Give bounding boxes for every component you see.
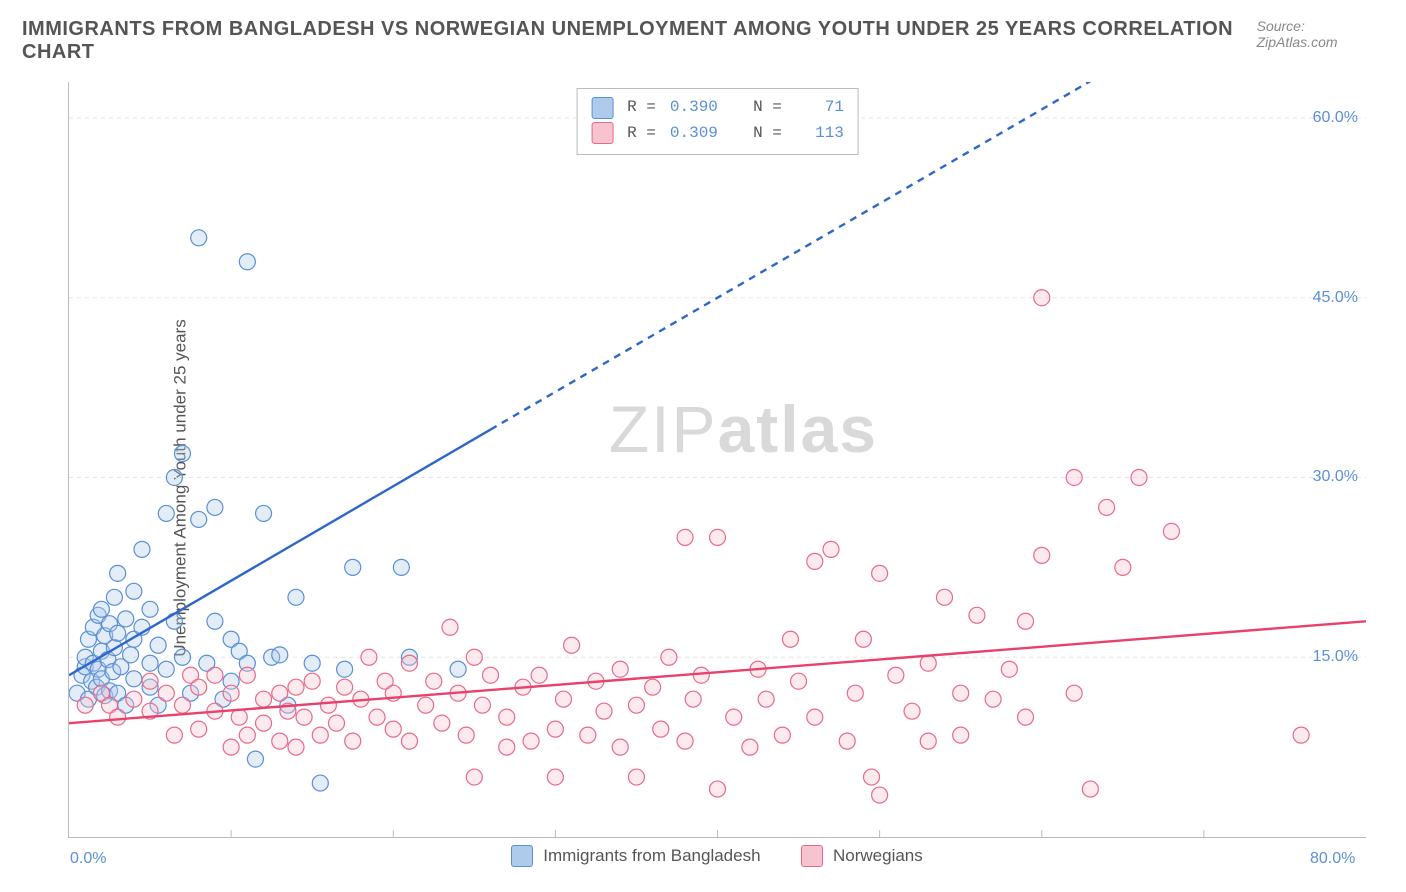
y-tick-label: 15.0%	[1313, 648, 1358, 666]
legend-item-bangladesh: Immigrants from Bangladesh	[511, 845, 760, 867]
stats-box: R = 0.390 N = 71 R = 0.309 N = 113	[576, 88, 859, 155]
stats-r-value-1: 0.390	[664, 95, 718, 121]
stats-row-series-2: R = 0.309 N = 113	[591, 121, 844, 147]
stats-r-label: R =	[627, 121, 656, 147]
header-row: IMMIGRANTS FROM BANGLADESH VS NORWEGIAN …	[22, 18, 1384, 64]
chart-title: IMMIGRANTS FROM BANGLADESH VS NORWEGIAN …	[22, 18, 1257, 64]
x-tick-label: 0.0%	[70, 850, 106, 868]
y-tick-label: 45.0%	[1313, 289, 1358, 307]
legend-label-norwegians: Norwegians	[833, 846, 923, 866]
legend-label-bangladesh: Immigrants from Bangladesh	[543, 846, 760, 866]
stats-n-value-1: 71	[790, 95, 844, 121]
stats-row-series-1: R = 0.390 N = 71	[591, 95, 844, 121]
y-tick-label: 60.0%	[1313, 109, 1358, 127]
x-tick-label: 80.0%	[1310, 850, 1355, 868]
y-tick-label: 30.0%	[1313, 468, 1358, 486]
legend-item-norwegians: Norwegians	[801, 845, 923, 867]
legend-swatch-norwegians	[801, 845, 823, 867]
source-attribution: Source: ZipAtlas.com	[1257, 18, 1384, 50]
stats-r-label: R =	[627, 95, 656, 121]
chart-wrap: Unemployment Among Youth under 25 years …	[22, 78, 1384, 892]
legend-swatch-bangladesh	[511, 845, 533, 867]
x-axis-legend: Immigrants from Bangladesh Norwegians	[68, 845, 1366, 872]
plot-area: R = 0.390 N = 71 R = 0.309 N = 113 ZIPat…	[68, 82, 1366, 838]
stats-n-label: N =	[753, 95, 782, 121]
stats-swatch-series-2	[591, 122, 613, 144]
correlation-chart-figure: IMMIGRANTS FROM BANGLADESH VS NORWEGIAN …	[0, 0, 1406, 892]
stats-n-value-2: 113	[790, 121, 844, 147]
plot-svg	[69, 82, 1366, 837]
stats-r-value-2: 0.309	[664, 121, 718, 147]
stats-n-label: N =	[753, 121, 782, 147]
stats-swatch-series-1	[591, 97, 613, 119]
